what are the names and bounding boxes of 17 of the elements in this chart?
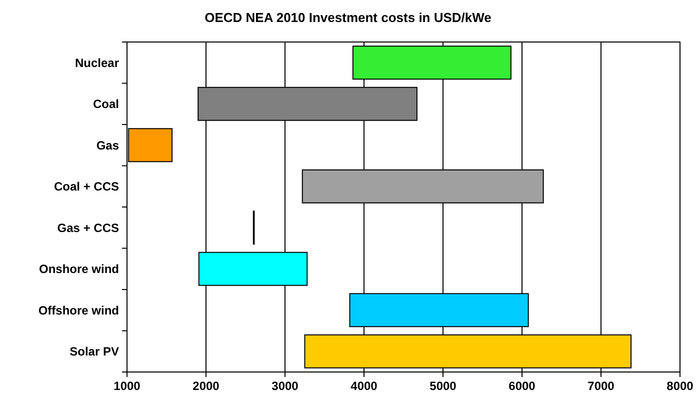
y-tick-label: Nuclear [74,56,120,70]
y-tick-label: Solar PV [70,344,119,359]
y-tick-label: Gas + CCS [57,220,119,235]
x-tick-label: 1000 [114,379,141,393]
y-tick-label: Coal [92,97,119,112]
x-tick-label: 7000 [588,379,615,393]
x-tick-label: 8000 [666,379,694,393]
x-tick-label: 6000 [508,379,536,393]
x-tick-label: 4000 [350,379,378,393]
y-tick-label: Coal + CCS [54,180,119,194]
x-tick-label: 5000 [430,379,457,393]
chart-title: OECD NEA 2010 Investment costs in USD/kWe [204,10,492,25]
y-tick-label: Gas [96,138,120,152]
x-tick-label: 2000 [192,379,220,393]
x-tick-label: 3000 [272,379,299,393]
y-tick-label: Onshore wind [38,262,119,276]
y-tick-label: Offshore wind [38,303,119,318]
